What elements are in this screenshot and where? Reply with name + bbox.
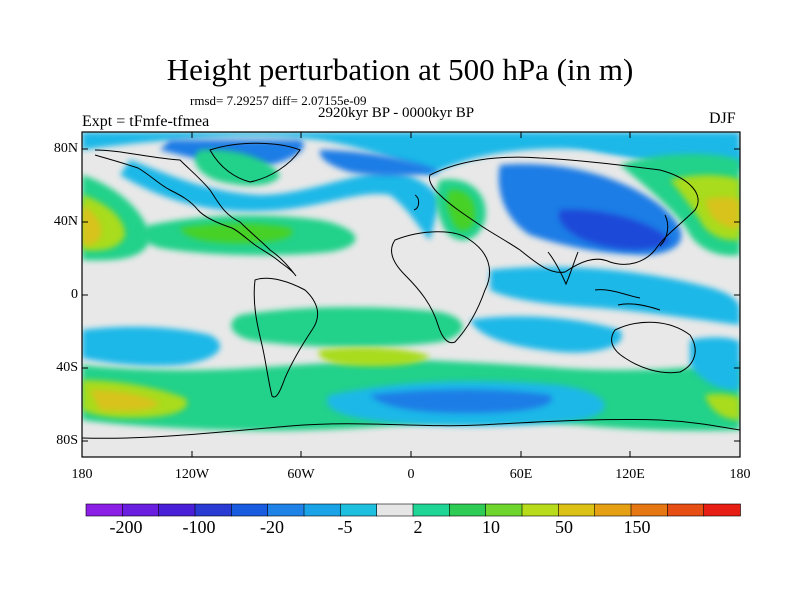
period-text: 2920kyr BP - 0000kyr BP xyxy=(318,105,475,121)
colorbar-swatch xyxy=(630,503,669,517)
coast-africa xyxy=(391,231,490,344)
stats-text: rmsd= 7.29257 diff= 2.07155e-09 xyxy=(190,93,367,108)
coastlines xyxy=(82,142,740,439)
field-blue-arctic xyxy=(319,150,440,176)
field-yellow-pacific-ne xyxy=(82,205,102,246)
x-tick-label: 0 xyxy=(407,467,415,482)
colorbar-swatch xyxy=(85,503,124,517)
x-tick-label: 60W xyxy=(287,467,315,482)
field-yellowgreen-south-east xyxy=(705,393,740,420)
colorbar-label: -200 xyxy=(109,517,143,537)
colorbar-swatch xyxy=(558,503,596,517)
colorbar-label: 2 xyxy=(413,517,423,537)
field-blue-south-east xyxy=(690,337,740,391)
colorbar-swatch xyxy=(340,503,378,517)
field-green-mid-america xyxy=(180,223,293,244)
colorbar-swatch xyxy=(303,503,342,517)
coast-indonesia xyxy=(594,289,661,311)
x-tick-label: 120W xyxy=(174,467,210,482)
colorbar-label: 150 xyxy=(623,517,651,537)
colorbar xyxy=(85,503,741,517)
colorbar-swatch xyxy=(194,503,233,517)
colorbar-label: -20 xyxy=(260,517,284,537)
coast-japan xyxy=(659,214,669,247)
field-yellow-pacific-nw xyxy=(705,197,740,229)
field-blue-south-pacific xyxy=(82,326,220,366)
coast-north-america xyxy=(94,149,297,277)
x-tick-label: 60E xyxy=(509,467,533,482)
colorbar-label: 10 xyxy=(482,517,500,537)
coast-eurasia xyxy=(429,156,699,273)
coast-australia xyxy=(611,321,696,374)
field-blue-mid-south-indian xyxy=(370,389,552,414)
y-tick-label: 40N xyxy=(53,214,78,229)
coast-india xyxy=(547,251,579,286)
colorbar-swatch xyxy=(267,503,305,517)
field-green-greenland xyxy=(195,149,280,186)
field-green-mid-europe xyxy=(447,189,475,231)
x-tick-label: 180 xyxy=(729,467,751,482)
colorbar-swatch xyxy=(412,503,451,517)
colorbar-swatch xyxy=(122,503,160,517)
colorbar-label: 50 xyxy=(555,517,573,537)
experiment-label: Expt = tFmfe-tfmea xyxy=(82,113,210,130)
field-blue-tropics xyxy=(490,266,740,325)
coast-greenland xyxy=(209,142,301,183)
colorbar-swatch xyxy=(158,503,196,517)
colorbar-swatch xyxy=(485,503,523,517)
colorbar-swatch xyxy=(231,503,269,517)
y-tick-label: 80S xyxy=(56,433,78,448)
field-yellow-south xyxy=(90,390,160,412)
colorbar-label: -100 xyxy=(182,517,216,537)
field-blue-north-band xyxy=(120,160,440,240)
coast-antarctica xyxy=(82,418,740,439)
y-tick-label: 0 xyxy=(71,287,78,302)
field-blue-asia-dark xyxy=(559,209,670,250)
field-green-south-atlantic xyxy=(231,307,463,348)
map-title: Height perturbation at 500 hPa (in m) xyxy=(166,52,634,87)
field-blue-indian xyxy=(470,316,622,353)
season-label: DJF xyxy=(709,110,736,127)
field-yellowgreen-south-atlantic xyxy=(318,347,430,367)
x-tick-label: 120E xyxy=(615,467,645,482)
axis-ticks xyxy=(81,132,741,457)
colorbar-swatch xyxy=(594,503,632,517)
colorbar-swatch xyxy=(449,503,487,517)
coast-uk xyxy=(413,194,420,211)
colorbar-label: -5 xyxy=(337,517,353,537)
colorbar-swatch xyxy=(376,503,414,517)
x-tick-label: 180 xyxy=(71,467,93,482)
coast-south-america xyxy=(253,277,319,398)
y-tick-label: 80N xyxy=(53,141,78,156)
colorbar-swatch xyxy=(703,503,741,517)
colorbar-swatch xyxy=(667,503,705,517)
contour-fields xyxy=(82,132,740,431)
y-tick-label: 40S xyxy=(56,360,78,375)
colorbar-swatch xyxy=(521,503,560,517)
